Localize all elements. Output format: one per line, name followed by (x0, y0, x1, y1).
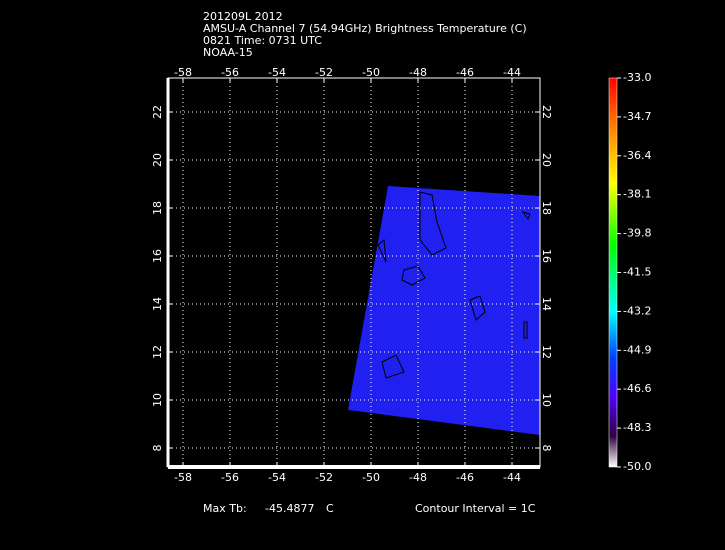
lat-label-left: 8 (151, 445, 164, 452)
header-line: AMSU-A Channel 7 (54.94GHz) Brightness T… (203, 22, 527, 35)
lon-label-top: -54 (268, 66, 286, 79)
lon-label-top: -56 (221, 66, 239, 79)
satellite-swath (348, 186, 540, 435)
colorbar-label: -43.2 (623, 304, 651, 317)
lon-label-bottom: -52 (315, 471, 333, 484)
lon-label-top: -44 (503, 66, 521, 79)
lat-label-right: 18 (540, 201, 553, 215)
header-line: NOAA-15 (203, 46, 253, 59)
lat-label-left: 14 (151, 297, 164, 311)
lon-label-bottom: -56 (221, 471, 239, 484)
lat-label-left: 22 (151, 105, 164, 119)
lat-label-right: 12 (540, 345, 553, 359)
colorbar (608, 77, 618, 468)
colorbar-label: -46.6 (623, 382, 651, 395)
lat-label-right: 16 (540, 249, 553, 263)
lat-label-left: 12 (151, 345, 164, 359)
colorbar-label: -50.0 (623, 460, 651, 473)
lon-label-bottom: -48 (409, 471, 427, 484)
lat-label-right: 20 (540, 153, 553, 167)
colorbar-label: -44.9 (623, 343, 651, 356)
lon-label-bottom: -54 (268, 471, 286, 484)
header-line: 0821 Time: 0731 UTC (203, 34, 322, 47)
max-unit: C (326, 502, 334, 515)
colorbar-label: -38.1 (623, 188, 651, 201)
max-value: -45.4877 (265, 502, 314, 515)
lat-label-right: 10 (540, 393, 553, 407)
lon-label-top: -48 (409, 66, 427, 79)
lon-label-bottom: -44 (503, 471, 521, 484)
lat-label-left: 10 (151, 393, 164, 407)
lat-label-right: 14 (540, 297, 553, 311)
lat-label-left: 20 (151, 153, 164, 167)
lon-label-bottom: -46 (456, 471, 474, 484)
lon-label-top: -52 (315, 66, 333, 79)
header-line: 201209L 2012 (203, 10, 283, 23)
contours (377, 191, 531, 379)
lat-label-right: 8 (540, 445, 553, 452)
lon-label-bottom: -50 (362, 471, 380, 484)
lat-label-left: 18 (151, 201, 164, 215)
lat-label-right: 22 (540, 105, 553, 119)
lon-label-top: -58 (174, 66, 192, 79)
colorbar-label: -34.7 (623, 110, 651, 123)
colorbar-label: -33.0 (623, 71, 651, 84)
contour-interval: Contour Interval = 1C (415, 502, 536, 515)
colorbar-label: -41.5 (623, 266, 651, 279)
lon-label-top: -46 (456, 66, 474, 79)
colorbar-label: -36.4 (623, 149, 651, 162)
lat-label-left: 16 (151, 249, 164, 263)
grid (168, 78, 540, 467)
colorbar-label: -48.3 (623, 421, 651, 434)
lon-label-top: -50 (362, 66, 380, 79)
colorbar-label: -39.8 (623, 227, 651, 240)
lon-label-bottom: -58 (174, 471, 192, 484)
max-label: Max Tb: (203, 502, 247, 515)
